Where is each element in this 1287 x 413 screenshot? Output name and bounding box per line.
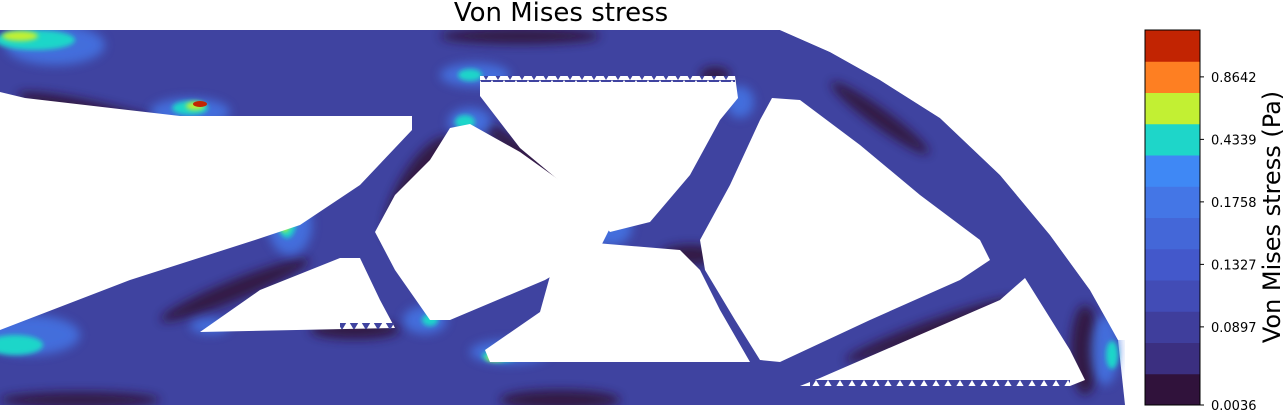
colorbar-band bbox=[1145, 373, 1200, 406]
colorbar-band bbox=[1145, 311, 1200, 343]
colorbar-tick-label: 0.1758 bbox=[1211, 196, 1257, 211]
void-right bbox=[700, 98, 990, 362]
colorbar-band bbox=[1145, 280, 1200, 312]
colorbar-band bbox=[1145, 92, 1200, 125]
colorbar-band bbox=[1145, 155, 1200, 187]
colorbar-tick-label: 0.0036 bbox=[1211, 399, 1257, 413]
colorbar-ticks: 0.0036 0.0897 0.1327 0.1758 0.4339 0.8642 bbox=[1200, 71, 1257, 413]
colorbar: 0.0036 0.0897 0.1327 0.1758 0.4339 0.8642 Von… bbox=[1144, 29, 1286, 413]
void-bottom-left bbox=[200, 258, 395, 332]
void-left-upper bbox=[0, 92, 412, 330]
colorbar-frame bbox=[1144, 29, 1201, 406]
colorbar-band bbox=[1145, 30, 1200, 62]
colorbar-band bbox=[1145, 186, 1200, 218]
stress-field bbox=[0, 30, 1125, 405]
colorbar-band bbox=[1145, 217, 1200, 250]
colorbar-tick-label: 0.8642 bbox=[1211, 71, 1257, 86]
colorbar-tick-label: 0.0897 bbox=[1211, 321, 1257, 336]
colorbar-bands bbox=[1145, 30, 1200, 406]
chart-title: Von Mises stress bbox=[454, 0, 668, 28]
voids bbox=[0, 76, 1085, 386]
colorbar-tick-label: 0.4339 bbox=[1211, 133, 1257, 148]
colorbar-band bbox=[1145, 61, 1200, 93]
void-edge-teeth bbox=[340, 76, 1070, 386]
colorbar-label: Von Mises stress (Pa) bbox=[1258, 91, 1286, 343]
void-center-upper-left bbox=[375, 124, 610, 320]
void-bottom-right bbox=[800, 278, 1085, 386]
void-bottom-middle bbox=[485, 240, 750, 362]
colorbar-tick-label: 0.1327 bbox=[1211, 258, 1257, 273]
colorbar-band bbox=[1145, 123, 1200, 156]
colorbar-band bbox=[1145, 248, 1200, 281]
void-top-right bbox=[480, 76, 738, 232]
colorbar-band bbox=[1145, 342, 1200, 375]
outside-region bbox=[780, 30, 1125, 340]
